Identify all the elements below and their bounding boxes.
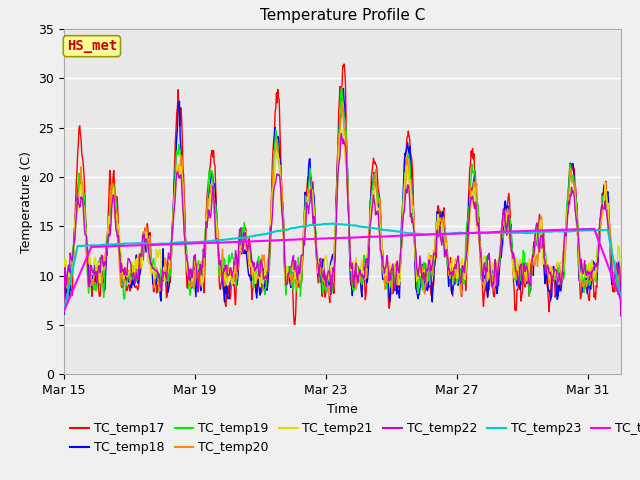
- TC_temp18: [349, 283, 357, 289]
- TC_temp20: [60, 303, 68, 309]
- Line: TC_temp22: TC_temp22: [64, 133, 621, 316]
- TC_temp17: [60, 306, 68, 312]
- TC_temp20: [617, 308, 625, 313]
- Line: TC_temp17: TC_temp17: [64, 64, 621, 324]
- TC_temp20: [338, 98, 346, 104]
- TC_temp22: [396, 255, 404, 261]
- TC_temp20: [173, 167, 180, 172]
- TC_temp21: [173, 170, 180, 176]
- Legend: TC_temp17, TC_temp18, TC_temp19, TC_temp20, TC_temp21, TC_temp22, TC_temp23, TC_: TC_temp17, TC_temp18, TC_temp19, TC_temp…: [70, 422, 640, 455]
- TC_temp17: [397, 259, 404, 265]
- TC_temp21: [60, 302, 68, 308]
- TC_temp18: [124, 278, 131, 284]
- TC_temp21: [486, 264, 494, 270]
- TC_temp19: [337, 85, 345, 91]
- Line: TC_temp19: TC_temp19: [64, 88, 621, 313]
- TC_temp21: [340, 126, 348, 132]
- TC_temp22: [349, 275, 357, 280]
- TC_temp20: [396, 273, 404, 278]
- TC_temp17: [617, 297, 625, 302]
- TC_temp22: [486, 267, 494, 273]
- Line: TC_temp21: TC_temp21: [64, 129, 621, 305]
- TC_temp19: [124, 278, 131, 284]
- TC_temp17: [487, 272, 495, 277]
- TC_temp23: [328, 221, 335, 227]
- TC_temp19: [617, 310, 625, 316]
- TC_temp22: [617, 313, 625, 319]
- TC_temp20: [486, 273, 494, 278]
- Line: TC_temp18: TC_temp18: [64, 88, 621, 314]
- TC_temp23: [396, 229, 404, 235]
- TC_temp18: [173, 134, 180, 140]
- Line: TC_temp20: TC_temp20: [64, 101, 621, 311]
- Text: HS_met: HS_met: [67, 39, 117, 53]
- TC_temp24: [590, 226, 598, 232]
- TC_temp22: [135, 261, 143, 266]
- Title: Temperature Profile C: Temperature Profile C: [260, 9, 425, 24]
- Line: TC_temp24: TC_temp24: [64, 229, 621, 311]
- TC_temp19: [173, 148, 180, 154]
- TC_temp18: [396, 269, 404, 275]
- TC_temp23: [349, 222, 357, 228]
- TC_temp24: [60, 308, 68, 314]
- TC_temp23: [486, 230, 494, 236]
- TC_temp22: [60, 300, 68, 306]
- TC_temp22: [337, 131, 345, 136]
- X-axis label: Time: Time: [327, 403, 358, 416]
- TC_temp22: [173, 171, 180, 177]
- TC_temp23: [135, 240, 143, 246]
- TC_temp21: [396, 278, 404, 284]
- TC_temp23: [124, 240, 131, 246]
- TC_temp18: [135, 275, 143, 280]
- TC_temp24: [173, 241, 180, 247]
- TC_temp17: [135, 275, 143, 281]
- Y-axis label: Temperature (C): Temperature (C): [20, 151, 33, 252]
- TC_temp18: [486, 274, 494, 279]
- TC_temp24: [396, 233, 403, 239]
- TC_temp19: [486, 265, 494, 271]
- TC_temp24: [486, 229, 493, 235]
- TC_temp22: [124, 261, 131, 266]
- TC_temp23: [60, 307, 68, 313]
- TC_temp23: [173, 240, 180, 245]
- TC_temp18: [340, 85, 348, 91]
- Line: TC_temp23: TC_temp23: [64, 224, 621, 310]
- TC_temp20: [124, 269, 131, 275]
- TC_temp17: [291, 322, 299, 327]
- TC_temp19: [349, 287, 357, 292]
- TC_temp21: [349, 259, 357, 264]
- TC_temp19: [60, 295, 68, 300]
- TC_temp17: [124, 286, 131, 292]
- TC_temp24: [124, 243, 131, 249]
- TC_temp24: [135, 242, 143, 248]
- TC_temp20: [135, 251, 143, 257]
- TC_temp21: [135, 258, 143, 264]
- TC_temp24: [348, 235, 356, 240]
- TC_temp24: [617, 297, 625, 302]
- TC_temp19: [396, 260, 404, 265]
- TC_temp17: [350, 275, 358, 280]
- TC_temp19: [135, 264, 143, 270]
- TC_temp18: [617, 309, 625, 315]
- TC_temp21: [124, 274, 131, 280]
- TC_temp18: [60, 312, 68, 317]
- TC_temp23: [617, 296, 625, 301]
- TC_temp20: [349, 277, 357, 283]
- TC_temp17: [340, 61, 348, 67]
- TC_temp21: [617, 302, 625, 308]
- TC_temp17: [173, 110, 180, 116]
